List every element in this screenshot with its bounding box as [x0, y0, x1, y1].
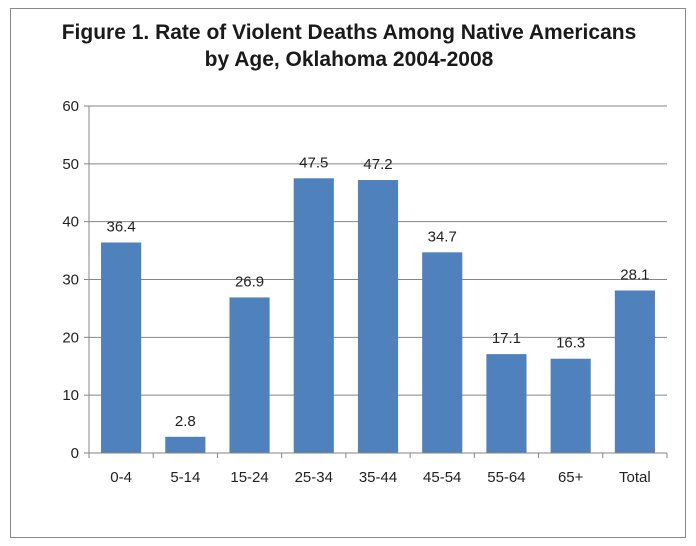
x-tick-label: 25-34 — [295, 469, 333, 486]
data-label: 26.9 — [235, 273, 264, 290]
x-tick-label: 45-54 — [423, 469, 461, 486]
data-label: 47.2 — [363, 156, 392, 173]
data-label: 34.7 — [428, 228, 457, 245]
chart-frame: Figure 1. Rate of Violent Deaths Among N… — [10, 8, 686, 538]
y-tick-label: 20 — [62, 329, 79, 346]
data-label: 36.4 — [107, 218, 136, 235]
bar-45-54 — [422, 252, 463, 453]
y-tick-label: 60 — [62, 98, 79, 115]
bar-25-34 — [293, 178, 334, 453]
y-tick-labels: 0 10 20 30 40 50 60 — [62, 98, 79, 462]
chart-title: Figure 1. Rate of Violent Deaths Among N… — [11, 19, 687, 73]
bar-35-44 — [357, 180, 399, 453]
x-tick-label: 35-44 — [359, 469, 397, 486]
bar-0-4 — [101, 242, 142, 453]
y-tick-label: 10 — [62, 387, 79, 404]
x-tick-label: 65+ — [558, 469, 584, 486]
y-tick-label: 50 — [62, 156, 79, 173]
bar-5-14 — [165, 436, 206, 453]
data-label: 2.8 — [175, 413, 196, 430]
y-tick-label: 40 — [62, 214, 79, 231]
y-tick-label: 0 — [71, 445, 79, 462]
bar-chart: 0 10 20 30 40 50 60 0-4 5-14 15-24 25-34 35-44 45-5… — [62, 98, 668, 486]
y-tick-label: 30 — [62, 272, 79, 289]
bars — [101, 178, 655, 453]
x-tick-label: 0-4 — [110, 469, 132, 486]
axes — [84, 105, 668, 458]
bar-55-64 — [486, 354, 527, 453]
data-label: 17.1 — [492, 330, 521, 347]
x-tick-label: 55-64 — [487, 469, 525, 486]
x-tick-label: Total — [619, 469, 651, 486]
bar-65+ — [550, 358, 591, 453]
data-label: 16.3 — [556, 335, 585, 352]
x-tick-labels: 0-4 5-14 15-24 25-34 35-44 45-54 55-64 65+ Total — [110, 469, 650, 486]
chart-title-line-1: Figure 1. Rate of Violent Deaths Among N… — [61, 21, 637, 44]
bar-15-24 — [229, 297, 270, 453]
data-label: 28.1 — [620, 266, 649, 283]
data-labels: 36.4 2.8 26.9 47.5 47.2 34.7 17.1 16.3 28.1 — [107, 154, 650, 430]
bar-Total — [614, 290, 655, 453]
data-label: 47.5 — [299, 154, 328, 171]
x-tick-label: 15-24 — [230, 469, 268, 486]
chart-title-line-2: by Age, Oklahoma 2004-2008 — [204, 48, 494, 71]
x-tick-label: 5-14 — [170, 469, 200, 486]
